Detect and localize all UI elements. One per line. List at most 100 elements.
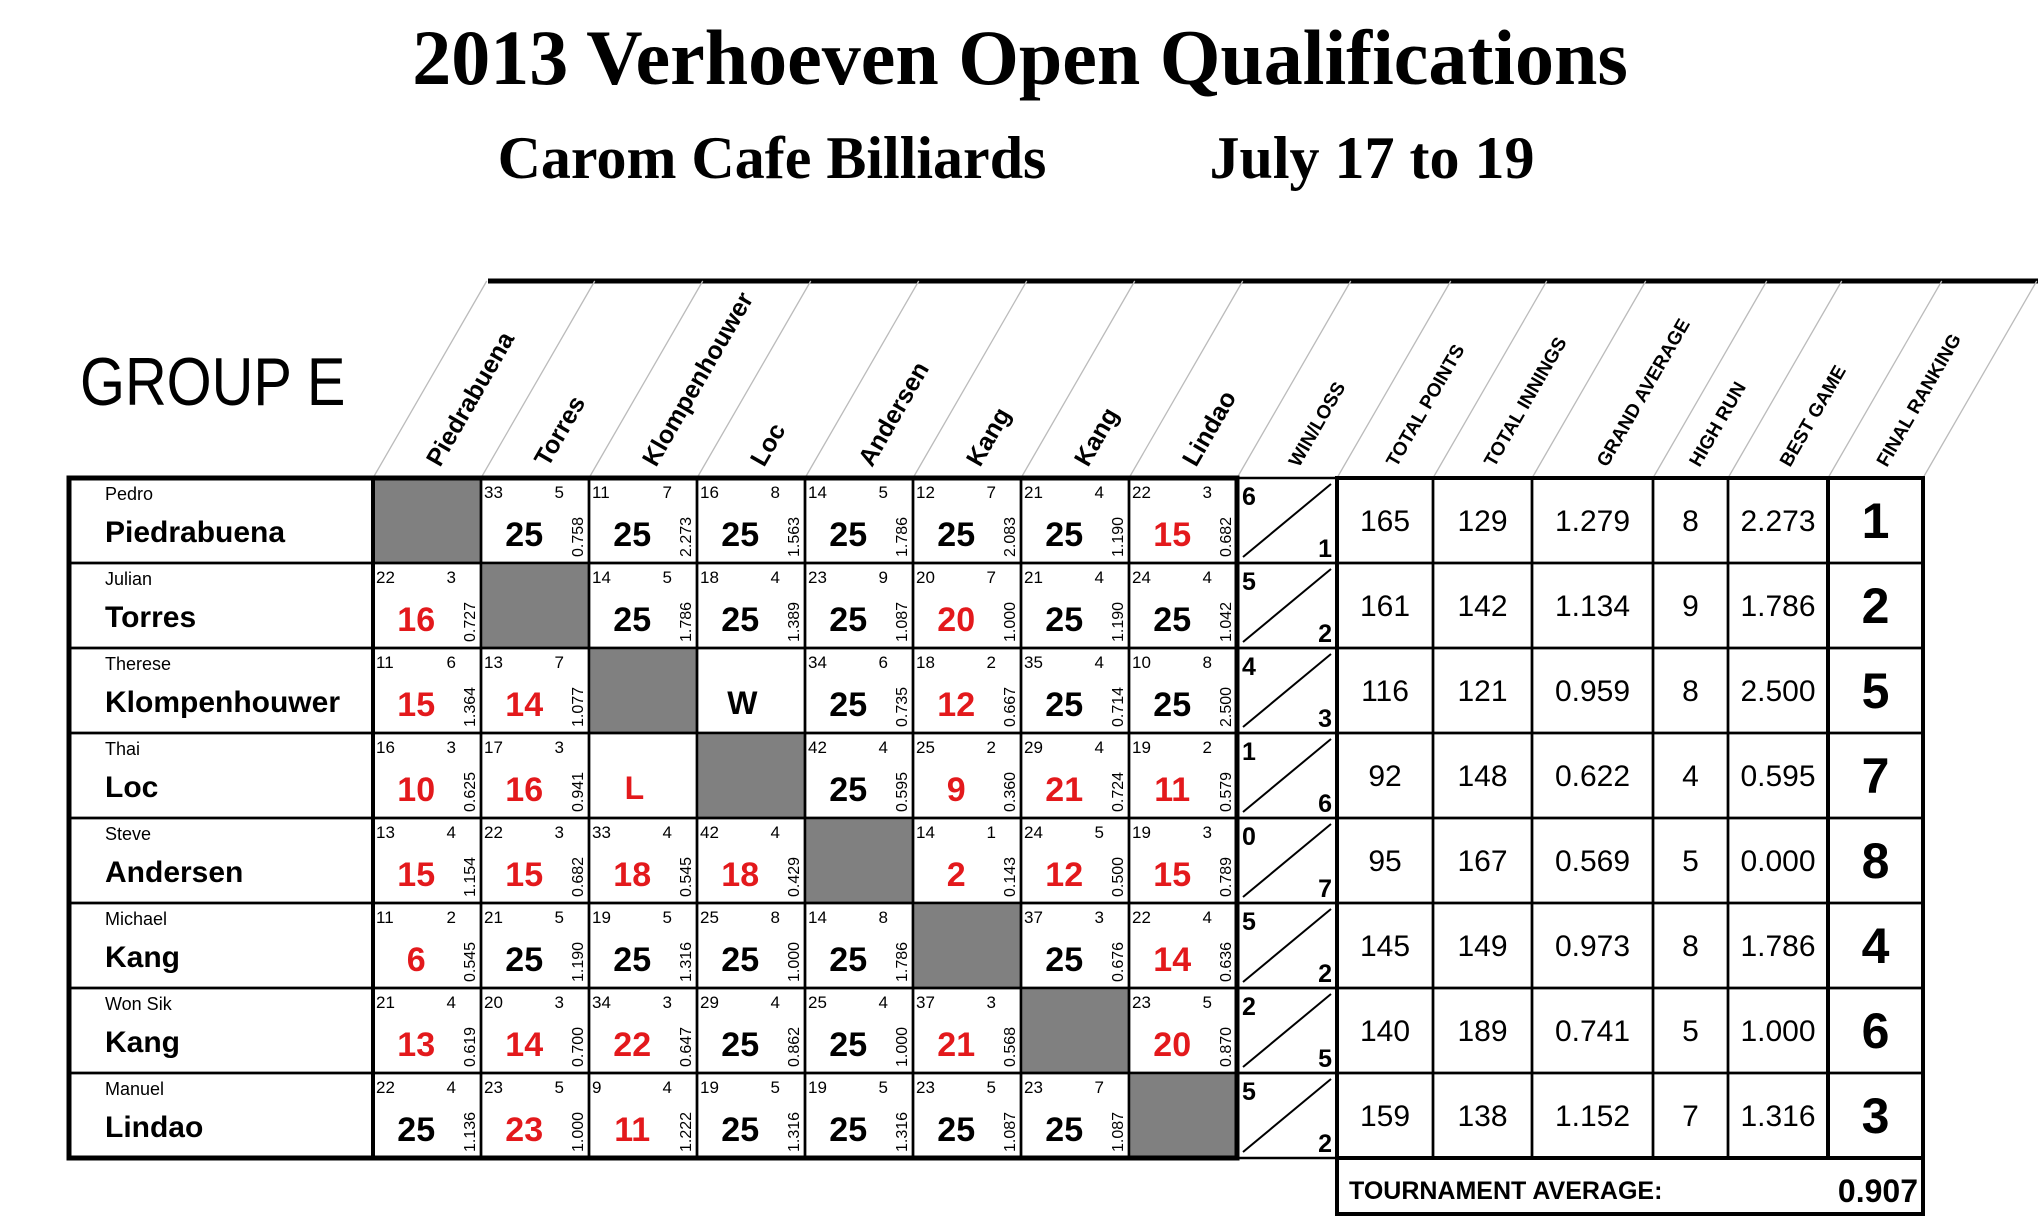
- game-average: 0.625: [462, 772, 479, 812]
- header-guide: [696, 280, 812, 479]
- high-run: 3: [1203, 823, 1212, 842]
- high-run: 4: [771, 993, 780, 1012]
- game-average: 1.190: [1110, 517, 1127, 557]
- first-name: Steve: [105, 824, 151, 844]
- high-run: 9: [879, 568, 888, 587]
- score: 25: [721, 516, 759, 554]
- score: 15: [1153, 516, 1191, 554]
- innings: 34: [808, 653, 827, 672]
- game-average: 2.083: [1002, 517, 1019, 557]
- innings: 17: [484, 738, 503, 757]
- column-header: Klompenhouwer: [637, 287, 759, 471]
- losses: 7: [1318, 875, 1332, 903]
- innings: 22: [1132, 483, 1151, 502]
- column-header: TOTAL POINTS: [1383, 341, 1470, 470]
- column-header: Lindao: [1177, 386, 1242, 471]
- innings: 14: [916, 823, 935, 842]
- points: 95: [1368, 845, 1401, 878]
- innings: 29: [1024, 738, 1043, 757]
- high-run: 7: [1095, 1078, 1104, 1097]
- last-name: Andersen: [105, 856, 243, 889]
- last-name: Torres: [105, 601, 196, 634]
- high-run: 9: [1682, 590, 1699, 623]
- high-run: 1: [987, 823, 996, 842]
- game-average: 0.636: [1218, 942, 1235, 982]
- matrix-outline: [371, 476, 1239, 1160]
- best-game: 1.316: [1740, 1100, 1815, 1133]
- innings: 22: [376, 1078, 395, 1097]
- innings: 21: [1024, 568, 1043, 587]
- rank: 1: [1862, 493, 1890, 549]
- game-average: 0.500: [1110, 857, 1127, 897]
- high-run: 4: [879, 738, 888, 757]
- innings: 33: [592, 823, 611, 842]
- high-run: 4: [447, 1078, 456, 1097]
- game-average: 0.870: [1218, 1027, 1235, 1067]
- rank: 6: [1862, 1003, 1890, 1059]
- score: 6: [407, 941, 426, 979]
- average: 1.279: [1555, 505, 1630, 538]
- game-average: 0.143: [1002, 857, 1019, 897]
- wins: 0: [1242, 823, 1256, 851]
- game-average: 0.545: [678, 857, 695, 897]
- innings: 19: [1132, 823, 1151, 842]
- high-run: 5: [555, 483, 564, 502]
- score: 25: [1045, 601, 1083, 639]
- dates: July 17 to 19: [1209, 125, 1534, 191]
- score: 25: [721, 941, 759, 979]
- score: 18: [721, 856, 759, 894]
- game-average: 1.563: [786, 517, 803, 557]
- game-average: 1.154: [462, 857, 479, 897]
- high-run: 5: [663, 568, 672, 587]
- win-loss-slash: [1242, 568, 1332, 643]
- header-guide: [1020, 280, 1136, 479]
- high-run: 7: [663, 483, 672, 502]
- last-name: Loc: [105, 771, 158, 804]
- high-run: 7: [987, 483, 996, 502]
- best-game: 1.000: [1740, 1015, 1815, 1048]
- score: 15: [1153, 856, 1191, 894]
- score: 14: [1153, 941, 1191, 979]
- game-average: 1.000: [786, 942, 803, 982]
- innings: 19: [1132, 738, 1151, 757]
- rank: 8: [1862, 833, 1890, 889]
- innings: 23: [808, 568, 827, 587]
- group-label: GROUP E: [80, 345, 345, 420]
- losses: 5: [1318, 1045, 1332, 1073]
- header-guide: [1652, 280, 1768, 479]
- innings: 25: [700, 908, 719, 927]
- column-header: Kang: [961, 403, 1016, 471]
- match-result: L: [625, 770, 645, 806]
- tournament-average-label: TOURNAMENT AVERAGE:: [1349, 1177, 1662, 1205]
- score: 25: [505, 516, 543, 554]
- wins: 5: [1242, 908, 1256, 936]
- innings: 11: [376, 653, 394, 672]
- game-average: 1.042: [1218, 602, 1235, 642]
- wins: 1: [1242, 738, 1256, 766]
- win-loss-slash: [1242, 823, 1332, 898]
- header-guide: [1432, 280, 1548, 479]
- title: 2013 Verhoeven Open Qualifications: [412, 14, 1628, 101]
- high-run: 4: [879, 993, 888, 1012]
- tournament-average: 0.907: [1838, 1173, 1918, 1209]
- venue: Carom Cafe Billiards: [498, 125, 1047, 191]
- score: 20: [937, 601, 975, 639]
- high-run: 8: [771, 908, 780, 927]
- high-run: 4: [771, 568, 780, 587]
- game-average: 0.682: [570, 857, 587, 897]
- innings: 37: [1024, 908, 1043, 927]
- score: 25: [397, 1111, 435, 1149]
- innings: 24: [1024, 823, 1043, 842]
- first-name: Therese: [105, 654, 171, 674]
- high-run: 8: [1682, 505, 1699, 538]
- innings: 16: [700, 483, 719, 502]
- high-run: 4: [663, 1078, 672, 1097]
- high-run: 4: [1095, 738, 1104, 757]
- game-average: 0.647: [678, 1027, 695, 1067]
- header-guide: [1236, 280, 1352, 479]
- high-run: 3: [447, 738, 456, 757]
- last-name: Kang: [105, 1026, 180, 1059]
- innings: 22: [376, 568, 395, 587]
- innings: 23: [1132, 993, 1151, 1012]
- game-average: 2.500: [1218, 687, 1235, 727]
